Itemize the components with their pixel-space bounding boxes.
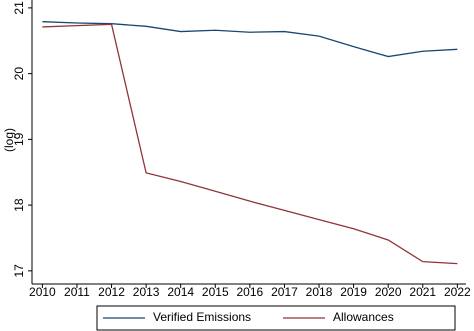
x-tick-label: 2014 [167,285,194,299]
series-line [42,23,458,265]
legend-label: Allowances [333,310,394,324]
legend-box [96,305,456,331]
y-tick-label: 17 [12,264,26,278]
x-tick-label: 2021 [409,285,436,299]
x-tick-label: 2016 [237,285,264,299]
x-tick-label: 2020 [375,285,402,299]
x-tick-label: 2018 [306,285,333,299]
legend-label: Verified Emissions [153,310,251,324]
x-tick-label: 2019 [340,285,367,299]
y-axis-label: (log) [2,128,16,152]
x-tick-label: 2015 [202,285,229,299]
y-tick-label: 21 [12,1,26,15]
series-line [42,21,458,58]
x-tick-label: 2010 [29,285,56,299]
y-tick-label: 18 [12,198,26,212]
x-tick-label: 2022 [444,285,471,299]
y-tick-label: 20 [12,67,26,81]
x-tick-label: 2013 [133,285,160,299]
x-tick-label: 2017 [271,285,298,299]
x-tick-label: 2011 [64,285,90,299]
x-tick-label: 2012 [98,285,125,299]
y-tick-label: 19 [12,132,26,146]
